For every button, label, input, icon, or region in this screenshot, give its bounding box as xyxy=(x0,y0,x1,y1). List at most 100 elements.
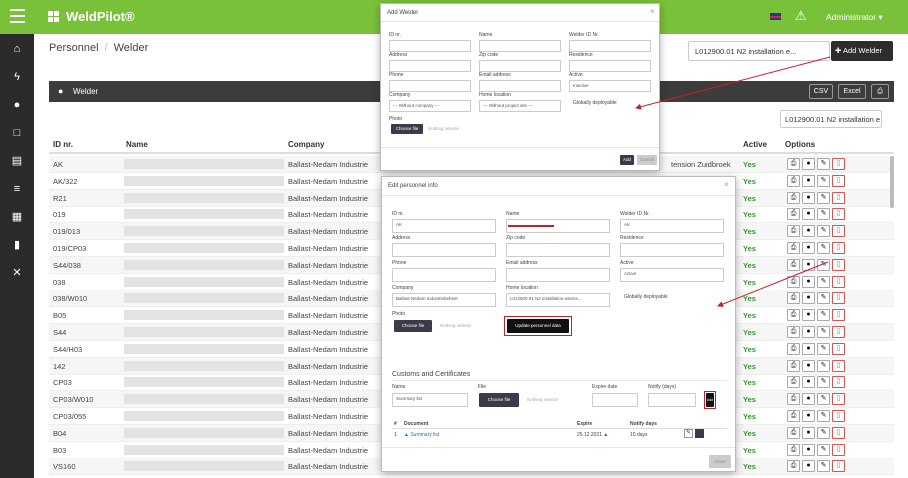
edit-icon[interactable]: ✎ xyxy=(817,426,830,439)
globally-deployable-checkbox[interactable]: Globally deployable xyxy=(624,294,668,300)
edit-icon[interactable]: ✎ xyxy=(817,342,830,355)
active-select[interactable]: Inactive xyxy=(569,80,651,92)
user-menu[interactable]: Administrator ▾ xyxy=(826,12,883,22)
phone-input[interactable] xyxy=(392,268,496,282)
user-icon[interactable]: ● xyxy=(802,342,815,355)
delete-icon[interactable]: ▯ xyxy=(832,158,845,170)
delete-icon[interactable]: ▯ xyxy=(832,410,845,422)
cancel-button[interactable]: Cancel xyxy=(637,155,657,165)
print-icon[interactable]: ⎙ xyxy=(787,174,800,187)
user-icon[interactable]: ● xyxy=(802,174,815,187)
edit-icon[interactable]: ✎ xyxy=(817,359,830,372)
email-input[interactable] xyxy=(506,268,610,282)
edit-icon[interactable]: ✎ xyxy=(817,208,830,221)
print-icon[interactable]: ⎙ xyxy=(787,242,800,254)
delete-icon[interactable]: ▯ xyxy=(832,275,845,288)
update-personnel-button[interactable]: Update personnel data xyxy=(507,319,569,333)
choose-file-button[interactable]: Choose file xyxy=(394,320,432,332)
col-id[interactable]: ID nr. xyxy=(53,140,74,149)
print-button[interactable]: ⎙ xyxy=(871,84,889,99)
print-icon[interactable]: ⎙ xyxy=(787,225,800,238)
print-icon[interactable]: ⎙ xyxy=(787,376,800,389)
cert-name-select[interactable]: Summary list xyxy=(392,393,468,407)
print-icon[interactable]: ⎙ xyxy=(787,191,800,204)
cert-choose-file-button[interactable]: Choose file xyxy=(479,393,519,407)
project-select[interactable]: L012900.01 N2 installation e... xyxy=(688,41,830,61)
delete-icon[interactable]: ▯ xyxy=(832,460,845,473)
close-icon[interactable]: × xyxy=(650,7,655,16)
tools-icon[interactable]: ✕ xyxy=(12,267,22,279)
print-icon[interactable]: ⎙ xyxy=(787,443,800,456)
print-icon[interactable]: ⎙ xyxy=(787,359,800,372)
print-icon[interactable]: ⎙ xyxy=(787,410,800,422)
delete-icon[interactable]: ▯ xyxy=(832,309,845,322)
user-icon[interactable]: ● xyxy=(802,208,815,221)
edit-icon[interactable]: ✎ xyxy=(817,443,830,456)
print-icon[interactable]: ⎙ xyxy=(787,258,800,271)
id-input[interactable]: AK xyxy=(392,219,496,233)
delete-icon[interactable]: ▯ xyxy=(832,208,845,221)
delete-icon[interactable]: ▯ xyxy=(832,326,845,338)
chart-icon[interactable]: ▦ xyxy=(11,211,23,223)
doc-edit-icon[interactable]: ✎ xyxy=(684,429,693,438)
email-input[interactable] xyxy=(479,80,561,92)
edit-icon[interactable]: ✎ xyxy=(817,460,830,473)
cert-expire-input[interactable] xyxy=(592,393,638,407)
print-icon[interactable]: ⎙ xyxy=(787,393,800,406)
project-filter-input[interactable]: L012900.01 N2 installation e xyxy=(780,110,882,128)
user-icon[interactable]: ● xyxy=(802,460,815,473)
delete-icon[interactable]: ▯ xyxy=(832,258,845,271)
active-select[interactable]: Active xyxy=(620,268,724,282)
zip-input[interactable] xyxy=(479,60,561,72)
zip-input[interactable] xyxy=(506,243,610,257)
print-icon[interactable]: ⎙ xyxy=(787,426,800,439)
home-icon[interactable]: ⌂ xyxy=(13,43,21,55)
csv-button[interactable]: CSV xyxy=(809,84,833,99)
delete-icon[interactable]: ▯ xyxy=(832,174,845,187)
edit-icon[interactable]: ✎ xyxy=(817,174,830,187)
delete-icon[interactable]: ▯ xyxy=(832,443,845,456)
residence-input[interactable] xyxy=(569,60,651,72)
delete-icon[interactable]: ▯ xyxy=(832,393,845,406)
add-welder-button[interactable]: ✚ Add Welder xyxy=(831,41,893,61)
edit-icon[interactable]: ✎ xyxy=(817,275,830,288)
welder-id-input[interactable] xyxy=(569,40,651,52)
print-icon[interactable]: ⎙ xyxy=(787,292,800,305)
company-select[interactable]: Ballast-Nedam Industriebeheer xyxy=(392,293,496,307)
breadcrumb-personnel[interactable]: Personnel xyxy=(49,42,99,54)
user-icon[interactable]: ● xyxy=(802,443,815,456)
user-icon[interactable]: ● xyxy=(802,191,815,204)
book-icon[interactable]: ▤ xyxy=(11,155,23,167)
user-icon[interactable]: ● xyxy=(13,99,21,111)
delete-icon[interactable]: ▯ xyxy=(832,426,845,439)
col-active[interactable]: Active xyxy=(743,140,768,149)
print-icon[interactable]: ⎙ xyxy=(787,326,800,338)
edit-icon[interactable]: ✎ xyxy=(817,410,830,422)
cert-notify-input[interactable] xyxy=(648,393,696,407)
edit-icon[interactable]: ✎ xyxy=(817,393,830,406)
edit-icon[interactable]: ✎ xyxy=(817,225,830,238)
delete-icon[interactable]: ▯ xyxy=(832,376,845,389)
language-flag-icon[interactable] xyxy=(770,13,781,20)
home-location-select[interactable]: --- Without project site --- xyxy=(479,100,561,112)
print-icon[interactable]: ⎙ xyxy=(787,208,800,221)
globally-deployable-checkbox[interactable]: Globally deployable xyxy=(573,100,617,106)
user-icon[interactable]: ● xyxy=(802,393,815,406)
table-scrollbar[interactable] xyxy=(890,156,894,208)
apps-icon[interactable] xyxy=(48,11,59,22)
col-company[interactable]: Company xyxy=(288,140,325,149)
cert-add-button[interactable]: Add xyxy=(706,393,714,407)
edit-icon[interactable]: ✎ xyxy=(817,376,830,389)
doc-row-link[interactable]: ▲ Summary list xyxy=(404,432,439,438)
company-select[interactable]: --- Without company --- xyxy=(389,100,471,112)
print-icon[interactable]: ⎙ xyxy=(787,460,800,473)
address-input[interactable] xyxy=(392,243,496,257)
user-icon[interactable]: ● xyxy=(802,292,815,305)
bolt-icon[interactable]: ϟ xyxy=(14,71,20,83)
id-input[interactable] xyxy=(389,40,471,52)
print-icon[interactable]: ⎙ xyxy=(787,158,800,170)
user-icon[interactable]: ● xyxy=(802,158,815,170)
home-location-select[interactable]: L012900.01 N2 installation extens... xyxy=(506,293,610,307)
residence-input[interactable] xyxy=(620,243,724,257)
name-input[interactable] xyxy=(479,40,561,52)
